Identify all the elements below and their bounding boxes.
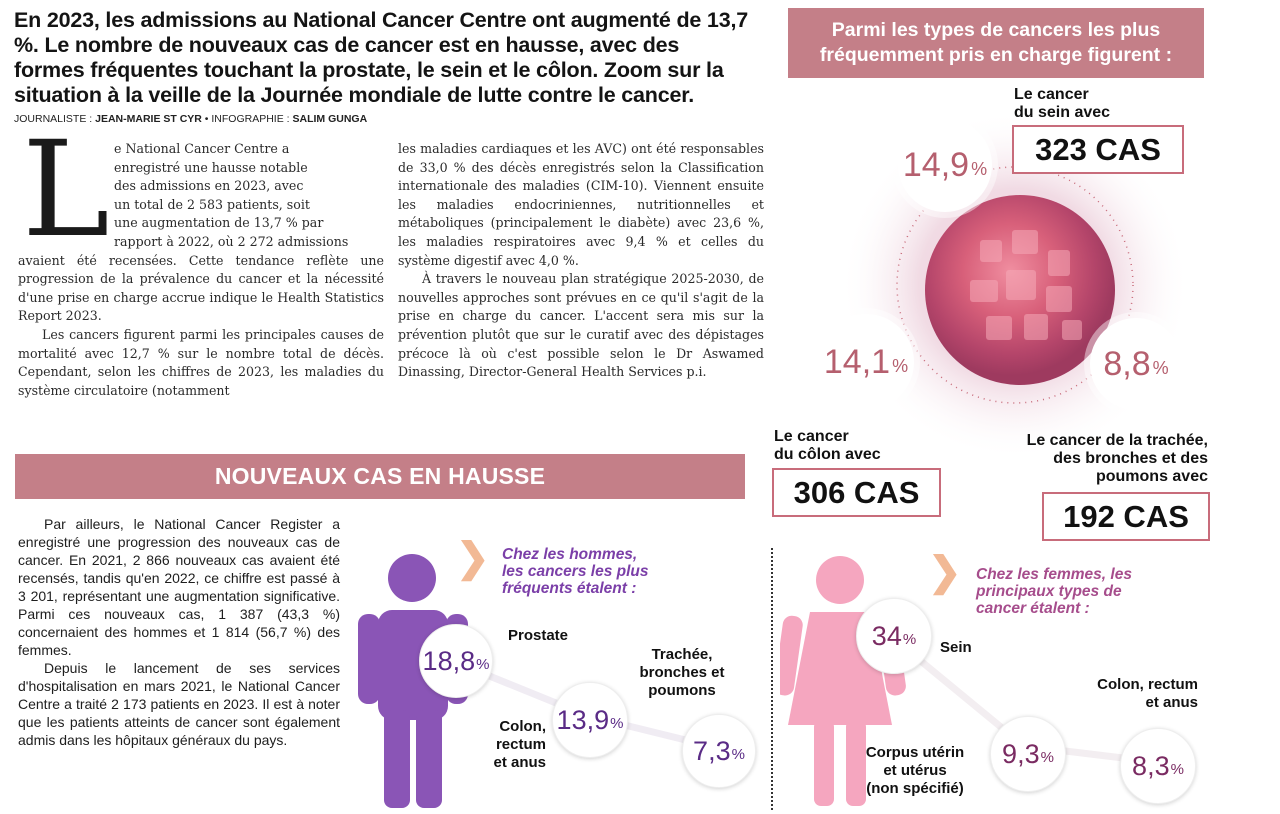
pct-unit: % [902,630,917,648]
article-paragraph: Depuis le lancement de ses services d'ho… [18,660,340,748]
women-title-line: Chez les femmes, les [976,566,1132,583]
label-line: du côlon avec [774,446,881,463]
pct-value: 18,8 [422,645,476,676]
men-pct-circle-colon: 13,9% [552,682,628,758]
women-label-sein: Sein [940,639,972,656]
label-line: et utérus [883,762,947,779]
drop-line: e National Cancer Centre a [114,141,290,156]
byline-journalist: JEAN-MARIE ST CYR [95,113,202,125]
women-title: Chez les femmes, les principaux types de… [976,566,1176,617]
men-title: Chez les hommes, les cancers les plus fr… [502,546,702,597]
article-paragraph: Les cancers figurent parmi les principal… [18,326,384,398]
article-paragraph: avaient été recensées. Cette tendance re… [18,252,384,324]
label-line: et anus [1145,694,1198,711]
pct-value: 14,9 [902,145,970,184]
dotted-ring [896,166,1134,404]
pct-circle-colon: 14,1% [818,314,914,410]
label-line: poumons [648,682,716,699]
women-pct-circle-colon: 8,3% [1120,728,1196,804]
pct-unit: % [892,355,909,376]
label-line: Le cancer [1014,86,1089,103]
pct-value: 14,1 [823,342,891,381]
label-line: poumons avec [1095,468,1208,485]
men-title-line: Chez les hommes, [502,546,638,563]
men-label-trachee: Trachée, bronches et poumons [626,646,738,700]
label-line: des bronches et des [1053,450,1208,467]
label-line: Le cancer [774,428,849,445]
headline: En 2023, les admissions au National Canc… [14,8,748,107]
label-line: bronches et [639,664,725,681]
label-trachee: Le cancer de la trachée, des bronches et… [990,432,1208,486]
label-line: Colon, rectum [1097,676,1198,693]
label-line: (non spécifié) [866,780,964,797]
cas-box-sein: 323 CAS [1012,125,1184,174]
article-paragraph: les maladies cardiaques et les AVC) ont … [398,141,764,268]
label-line: Corpus utérin [865,744,965,761]
pct-value: 34 [871,620,902,651]
tumor-texture [970,230,1082,340]
article-paragraph: À travers le nouveau plan stratégique 20… [398,271,764,380]
article-column-2: les maladies cardiaques et les AVC) ont … [398,140,764,382]
pct-unit: % [1170,760,1184,778]
byline: JOURNALISTE : JEAN-MARIE ST CYR • INFOGR… [14,113,367,125]
pct-unit: % [476,655,490,673]
men-title-line: les cancers les plus [502,563,649,580]
label-sein: Le cancer du sein avec [1014,86,1174,122]
pct-unit: % [1152,357,1169,378]
women-title-line: cancer étalent : [976,600,1090,617]
cas-box-colon: 306 CAS [772,468,941,517]
pct-circle-sein: 14,9% [898,118,992,212]
women-pct-circle-sein: 34% [856,598,932,674]
chevron-right-icon: ❯ [456,536,490,580]
byline-separator: • [201,113,212,125]
byline-infographie: SALIM GUNGA [292,113,368,125]
men-label-prostate: Prostate [508,627,569,644]
types-banner: Parmi les types de cancers les plus fréq… [788,8,1204,78]
label-line: rectum [495,736,546,753]
pct-value: 7,3 [693,735,731,766]
drop-line: des admissions en 2023, avec [114,178,304,194]
women-label-uterus: Corpus utérin et utérus (non spécifié) [852,744,978,798]
men-label-colon: Colon, rectum et anus [470,718,546,772]
women-pct-circle-uterus: 9,3% [990,716,1066,792]
pct-unit: % [731,745,745,763]
men-pct-circle-prostate: 18,8% [419,624,493,698]
article-column-1: e National Cancer Centre a enregistré un… [18,140,384,400]
pct-value: 9,3 [1002,738,1040,769]
chevron-right-icon: ❯ [928,550,962,594]
label-line: du sein avec [1014,104,1111,121]
men-pct-circle-trachee: 7,3% [682,714,756,788]
byline-infographie-label: INFOGRAPHIE : [211,113,290,125]
pct-value: 13,9 [556,704,610,735]
types-banner-line: Parmi les types de cancers les plus [831,19,1161,41]
cas-box-trachee: 192 CAS [1042,492,1210,541]
label-colon: Le cancer du côlon avec [774,428,924,464]
pct-unit: % [610,714,624,732]
drop-line: un total de 2 583 patients, soit [114,196,310,212]
drop-line: une augmentation de 13,7 % par [114,215,324,231]
men-title-line: fréquents étalent : [502,580,637,597]
label-line: et anus [493,754,546,771]
pct-unit: % [971,158,988,179]
section-divider [771,548,773,810]
label-line: Colon, [499,718,546,735]
pct-unit: % [1040,748,1054,766]
nouveaux-cas-text: Par ailleurs, le National Cancer Registe… [18,515,340,749]
drop-cap: L [22,113,110,267]
section-banner: NOUVEAUX CAS EN HAUSSE [15,454,745,499]
drop-line: rapport à 2022, où 2 272 admissions [114,233,349,249]
drop-line: enregistré une hausse notable [114,159,308,175]
women-title-line: principaux types de [976,583,1122,600]
types-banner-line: fréquemment pris en charge figurent : [819,44,1173,66]
byline-journalist-label: JOURNALISTE : [14,113,93,125]
article-paragraph: Par ailleurs, le National Cancer Registe… [18,516,340,658]
pct-value: 8,3 [1132,750,1170,781]
pct-value: 8,8 [1103,344,1151,383]
label-line: Trachée, [651,646,713,663]
women-label-colon: Colon, rectum et anus [1066,676,1198,712]
label-line: Le cancer de la trachée, [1026,432,1208,449]
pct-circle-trachee: 8,8% [1090,318,1182,410]
